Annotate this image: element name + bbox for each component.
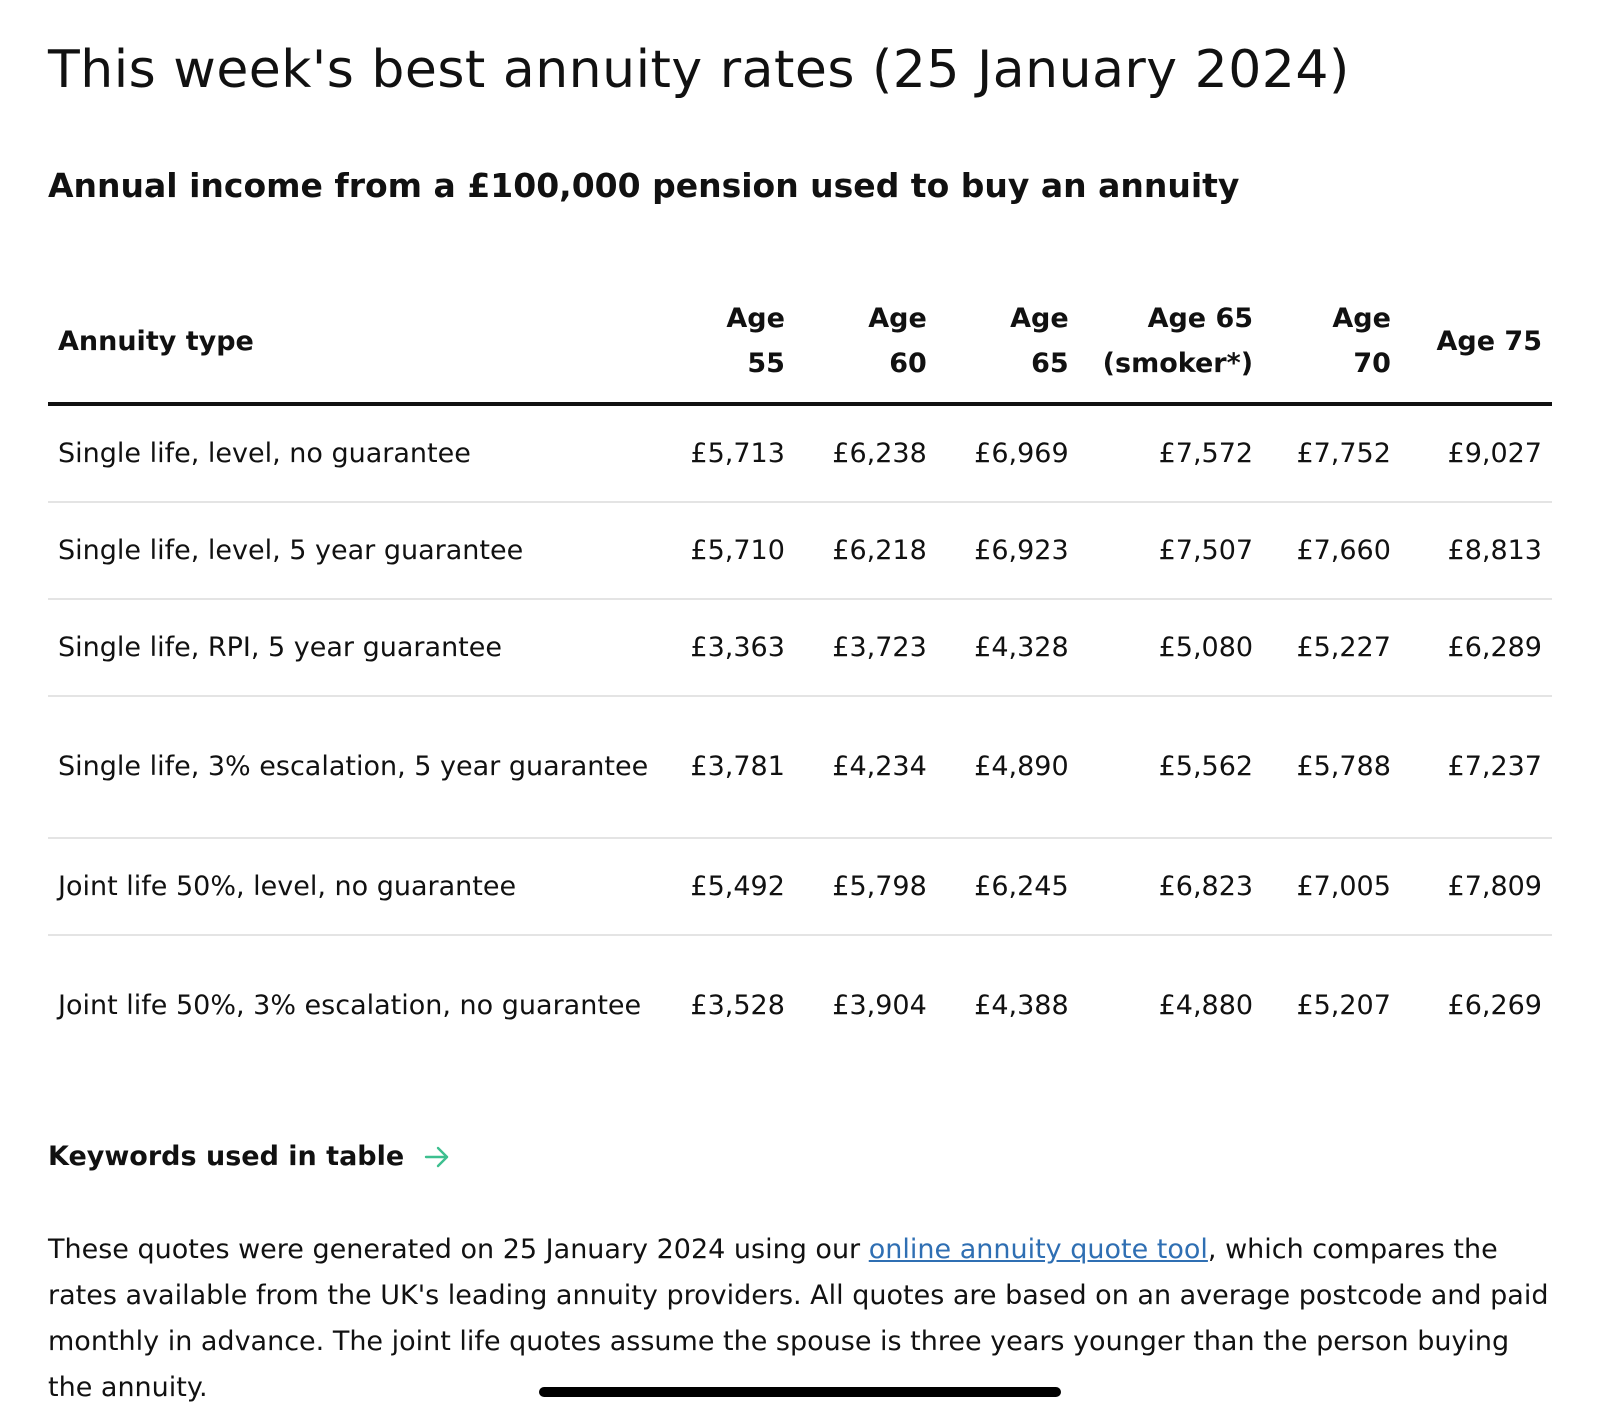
- rate-cell: £6,823: [1078, 838, 1264, 936]
- table-row: Single life, level, 5 year guarantee £5,…: [48, 502, 1552, 600]
- rate-cell: £5,788: [1263, 696, 1401, 839]
- table-row: Joint life 50%, level, no guarantee £5,4…: [48, 838, 1552, 936]
- home-indicator-bar[interactable]: [539, 1387, 1061, 1397]
- rate-cell: £8,813: [1400, 502, 1552, 600]
- rate-cell: £7,507: [1078, 502, 1264, 600]
- rate-cell: £6,245: [936, 838, 1079, 936]
- header-age-55-line2: 55: [747, 348, 785, 379]
- rate-cell: £5,207: [1296, 990, 1391, 1021]
- rate-cell: £7,237: [1400, 696, 1552, 839]
- header-age-65-smoker: Age 65 (smoker*): [1078, 280, 1264, 406]
- rate-cell: £6,269: [1447, 990, 1542, 1021]
- header-age-65-smoker-line2: (smoker*): [1102, 348, 1254, 379]
- keywords-used-in-table-link[interactable]: Keywords used in table: [48, 1135, 452, 1179]
- page-title: This week's best annuity rates (25 Janua…: [48, 40, 1350, 100]
- header-age-60-line2: 60: [889, 348, 927, 379]
- rate-cell: £7,752: [1263, 404, 1401, 503]
- header-age-70-line1: Age: [1332, 303, 1391, 334]
- header-age-75: Age 75: [1400, 280, 1552, 406]
- rate-cell: £3,528: [690, 990, 785, 1021]
- table-row: Single life, 3% escalation, 5 year guara…: [48, 696, 1552, 839]
- footnote-text-before-link: These quotes were generated on 25 Januar…: [48, 1234, 869, 1265]
- annuity-rates-table-container: Annuity type Age 55 Age 60 Age 65 Age 65…: [48, 280, 1552, 1076]
- rate-cell: £7,005: [1263, 838, 1401, 936]
- header-age-65: Age 65: [936, 280, 1079, 406]
- table-row: Single life, level, no guarantee £5,713 …: [48, 404, 1552, 503]
- rate-cell: £3,363: [668, 599, 795, 697]
- annuity-rates-table: Annuity type Age 55 Age 60 Age 65 Age 65…: [48, 280, 1552, 1076]
- rate-cell: £4,328: [936, 599, 1079, 697]
- rate-cell: £7,572: [1078, 404, 1264, 503]
- arrow-right-icon: [425, 1146, 449, 1168]
- annuity-type-cell: Single life, level, no guarantee: [48, 404, 669, 503]
- rate-cell: £4,234: [794, 696, 937, 839]
- rate-cell: £6,289: [1400, 599, 1552, 697]
- header-age-75-line1: Age 75: [1436, 325, 1542, 357]
- online-annuity-quote-tool-link[interactable]: online annuity quote tool: [868, 1234, 1208, 1265]
- footnote-text-after-link: , which compares the rates available fro…: [48, 1234, 1549, 1403]
- rate-cell: £5,080: [1078, 599, 1264, 697]
- header-age-60: Age 60: [794, 280, 937, 406]
- rate-cell: £3,904: [832, 990, 927, 1021]
- header-age-55: Age 55: [668, 280, 795, 406]
- table-subtitle: Annual income from a £100,000 pension us…: [48, 166, 1240, 205]
- rate-cell: £5,492: [668, 838, 795, 936]
- rate-cell: £3,723: [794, 599, 937, 697]
- rate-cell: £5,713: [668, 404, 795, 503]
- rate-cell: £6,923: [936, 502, 1079, 600]
- table-row: Joint life 50%, 3% escalation, no guaran…: [48, 935, 1552, 1076]
- annuity-type-cell: Joint life 50%, level, no guarantee: [48, 838, 669, 936]
- rate-cell: £3,781: [668, 696, 795, 839]
- annuity-type-cell: Joint life 50%, 3% escalation, no guaran…: [58, 990, 642, 1021]
- rate-cell: £7,660: [1263, 502, 1401, 600]
- table-row: Single life, RPI, 5 year guarantee £3,36…: [48, 599, 1552, 697]
- header-age-65-smoker-line1: Age 65: [1147, 303, 1254, 334]
- header-age-70-line2: 70: [1353, 348, 1391, 379]
- header-age-65-line1: Age: [1010, 303, 1069, 334]
- quotes-footnote: These quotes were generated on 25 Januar…: [48, 1227, 1558, 1411]
- annuity-type-cell: Single life, 3% escalation, 5 year guara…: [48, 696, 669, 839]
- rate-cell: £6,238: [794, 404, 937, 503]
- header-age-70: Age 70: [1263, 280, 1401, 406]
- rate-cell: £9,027: [1400, 404, 1552, 503]
- rate-cell: £6,218: [794, 502, 937, 600]
- header-annuity-type: Annuity type: [48, 280, 669, 406]
- annuity-type-cell: Single life, level, 5 year guarantee: [48, 502, 669, 600]
- keywords-label: Keywords used in table: [48, 1141, 405, 1172]
- rate-cell: £7,809: [1400, 838, 1552, 936]
- table-header-row: Annuity type Age 55 Age 60 Age 65 Age 65…: [48, 280, 1552, 406]
- rate-cell: £5,227: [1263, 599, 1401, 697]
- rate-cell: £4,388: [974, 990, 1069, 1021]
- rate-cell: £5,798: [794, 838, 937, 936]
- header-age-60-line1: Age: [868, 303, 927, 334]
- rate-cell: £5,710: [668, 502, 795, 600]
- rate-cell: £4,880: [1158, 990, 1254, 1021]
- header-age-65-line2: 65: [1031, 348, 1069, 379]
- rate-cell: £5,562: [1078, 696, 1264, 839]
- rate-cell: £4,890: [936, 696, 1079, 839]
- annuity-type-cell: Single life, RPI, 5 year guarantee: [48, 599, 669, 697]
- rate-cell: £6,969: [936, 404, 1079, 503]
- header-age-55-line1: Age: [726, 303, 785, 334]
